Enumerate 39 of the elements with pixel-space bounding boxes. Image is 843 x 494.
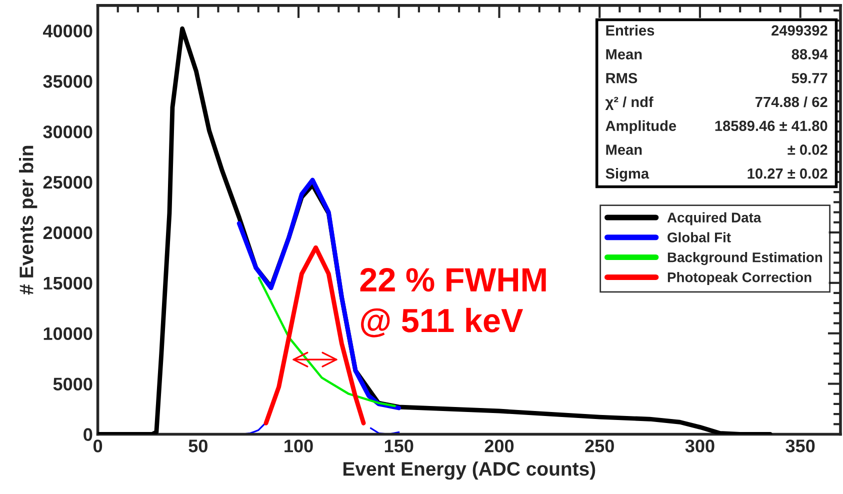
y-tick-label: 10000 [44, 327, 92, 340]
y-tick-label: 0 [84, 428, 92, 441]
y-tick-label: 30000 [43, 125, 92, 138]
legend-label: Global Fit [668, 232, 731, 242]
annotation: 22 % FWHM @ 511 keV [360, 268, 546, 338]
annotation: 10.27 ± 0.02 [748, 168, 828, 179]
annotation: Mean [606, 49, 642, 60]
legend-label: Acquired Data [667, 212, 762, 226]
annotation: 18589.46 ± 41.80 [715, 120, 828, 132]
annotation: RMS [606, 72, 638, 84]
annotation: 88.94 [792, 49, 828, 60]
y-tick-label: 5000 [53, 378, 92, 390]
legend-label: Background Estimation [668, 252, 822, 266]
x-tick-label: 0 [93, 440, 102, 452]
x-tick-label: 250 [585, 440, 614, 452]
y-tick-label: 20000 [43, 226, 92, 240]
y-tick-label: 15000 [44, 276, 92, 290]
annotation: 59.77 [792, 72, 828, 84]
legend-label: Photopeak Correction [668, 272, 812, 285]
annotation: Entries [606, 24, 654, 36]
x-tick-label: 300 [685, 440, 714, 452]
annotation: χ² / ndf [605, 96, 654, 110]
x-tick-label: 100 [284, 440, 313, 452]
line-series [236, 178, 402, 410]
x-tick-label: 350 [786, 440, 815, 452]
y-tick-label: 40000 [43, 24, 92, 38]
annotation: 2499392 [772, 25, 828, 36]
x-tick-label: 150 [384, 440, 414, 452]
y-axis-title: # Events per bin [19, 146, 38, 295]
annotation: ± 0.02 [788, 144, 828, 155]
x-tick-label: 50 [188, 440, 208, 452]
x-axis-title: Event Energy (ADC counts) [343, 461, 596, 480]
annotation: Amplitude [606, 120, 676, 134]
y-tick-label: 35000 [43, 75, 92, 88]
annotation: Mean [606, 144, 642, 155]
y-tick-label: 25000 [43, 176, 92, 189]
annotation: 774.88 / 62 [755, 96, 828, 108]
annotation: Sigma [606, 168, 650, 182]
x-tick-label: 200 [484, 440, 514, 452]
